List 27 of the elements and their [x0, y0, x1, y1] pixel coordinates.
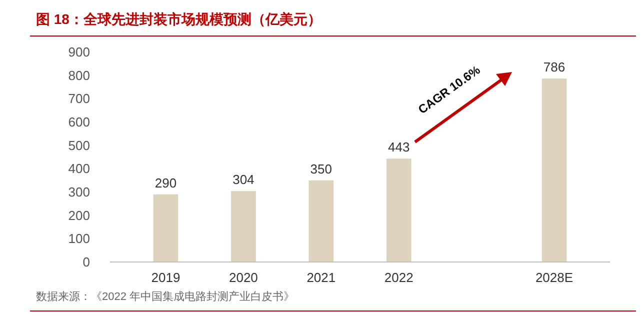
y-tick-label: 0	[82, 254, 90, 270]
x-tick-label: 2022	[384, 270, 414, 285]
y-tick-label: 100	[68, 231, 90, 246]
source-note: 数据来源：《2022 年中国集成电路封测产业白皮书》	[36, 290, 295, 303]
y-tick-label: 500	[68, 138, 90, 153]
x-tick-label: 2021	[306, 270, 336, 285]
bar	[231, 191, 256, 262]
y-tick-label: 800	[68, 68, 90, 83]
data-label: 304	[232, 172, 254, 188]
x-tick-label: 2020	[228, 270, 258, 285]
y-tick-label: 300	[68, 184, 90, 200]
bar	[386, 158, 412, 262]
data-label: 350	[310, 161, 332, 176]
y-tick-label: 900	[68, 44, 90, 60]
bar	[308, 180, 334, 262]
data-label: 786	[543, 60, 566, 75]
data-label: 443	[388, 140, 410, 155]
y-tick-label: 200	[68, 208, 90, 223]
chart-title: 图 18：全球先进封装市场规模预测（亿美元）	[36, 11, 322, 27]
y-tick-label: 600	[68, 114, 90, 130]
y-tick-label: 400	[68, 161, 90, 176]
bar	[153, 194, 178, 262]
data-label: 290	[154, 175, 177, 190]
x-tick-label: 2019	[151, 270, 180, 285]
y-tick-label: 700	[68, 91, 90, 106]
x-tick-label: 2028E	[535, 270, 574, 285]
bar	[542, 78, 567, 262]
